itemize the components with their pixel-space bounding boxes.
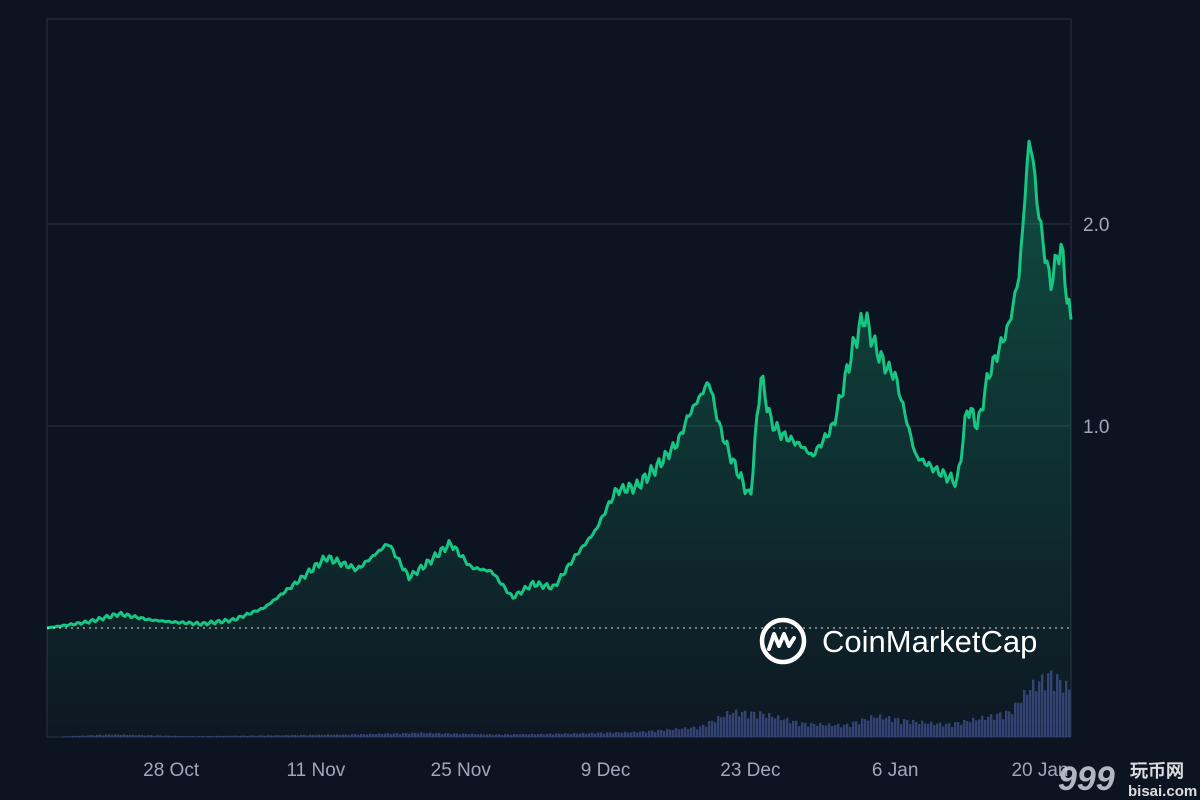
x-tick-label: 11 Nov [287, 760, 346, 781]
price-area [47, 141, 1071, 738]
corner-site-watermark: 999 玩币网 bisai.com [1058, 760, 1197, 800]
corner-watermark-digits: 999 [1058, 760, 1115, 798]
x-tick-label: 28 Oct [143, 760, 200, 781]
x-tick-label: 20 Jan [1011, 760, 1068, 781]
gridlines [47, 223, 1071, 427]
watermark-text: CoinMarketCap [822, 624, 1037, 659]
corner-watermark-domain: bisai.com [1128, 783, 1197, 800]
coinmarketcap-watermark: CoinMarketCap [759, 617, 1037, 665]
corner-watermark-title: 玩币网 [1130, 761, 1184, 781]
y-tick-label: 2.0 [1083, 215, 1109, 236]
x-tick-label: 23 Dec [720, 760, 780, 781]
y-tick-label: 1.0 [1083, 417, 1109, 438]
y-axis-ticks: 1.0 2.0 [1083, 215, 1109, 438]
x-axis-ticks: 28 Oct 11 Nov 25 Nov 9 Dec 23 Dec 6 Jan 20 Jan [143, 760, 1068, 781]
coinmarketcap-logo-icon [759, 617, 807, 665]
x-tick-label: 9 Dec [581, 760, 631, 781]
x-tick-label: 25 Nov [431, 760, 492, 781]
price-line [46, 139, 1073, 630]
x-tick-label: 6 Jan [872, 760, 918, 781]
